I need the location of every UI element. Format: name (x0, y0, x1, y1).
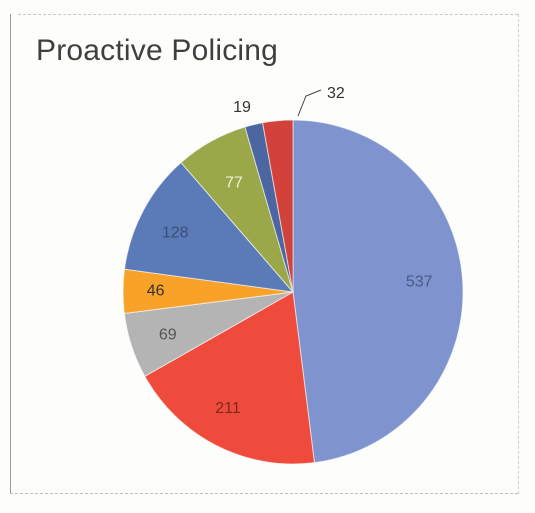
pie-slice-128 (123, 161, 295, 293)
pie-data-labels: 537 211 69 46 128 77 19 32 (147, 85, 433, 417)
data-label-128: 128 (162, 225, 189, 242)
frame-border-top (18, 14, 518, 15)
frame-border-right (518, 14, 519, 494)
data-label-69: 69 (159, 326, 177, 343)
pie-slices (122, 119, 464, 465)
data-label-19: 19 (233, 99, 251, 116)
data-label-537: 537 (406, 273, 433, 290)
frame-border-left (10, 14, 11, 494)
pie-slice-32 (262, 119, 294, 293)
data-label-211: 211 (215, 400, 241, 417)
leader-line-32 (297, 89, 322, 117)
chart-title: Proactive Policing (36, 34, 279, 67)
pie-slice-537 (292, 119, 464, 464)
data-label-32: 32 (327, 85, 345, 102)
frame-border-bottom (10, 493, 518, 494)
pie-slice-211 (144, 291, 315, 465)
data-label-77: 77 (225, 175, 243, 192)
data-label-46: 46 (147, 283, 165, 300)
